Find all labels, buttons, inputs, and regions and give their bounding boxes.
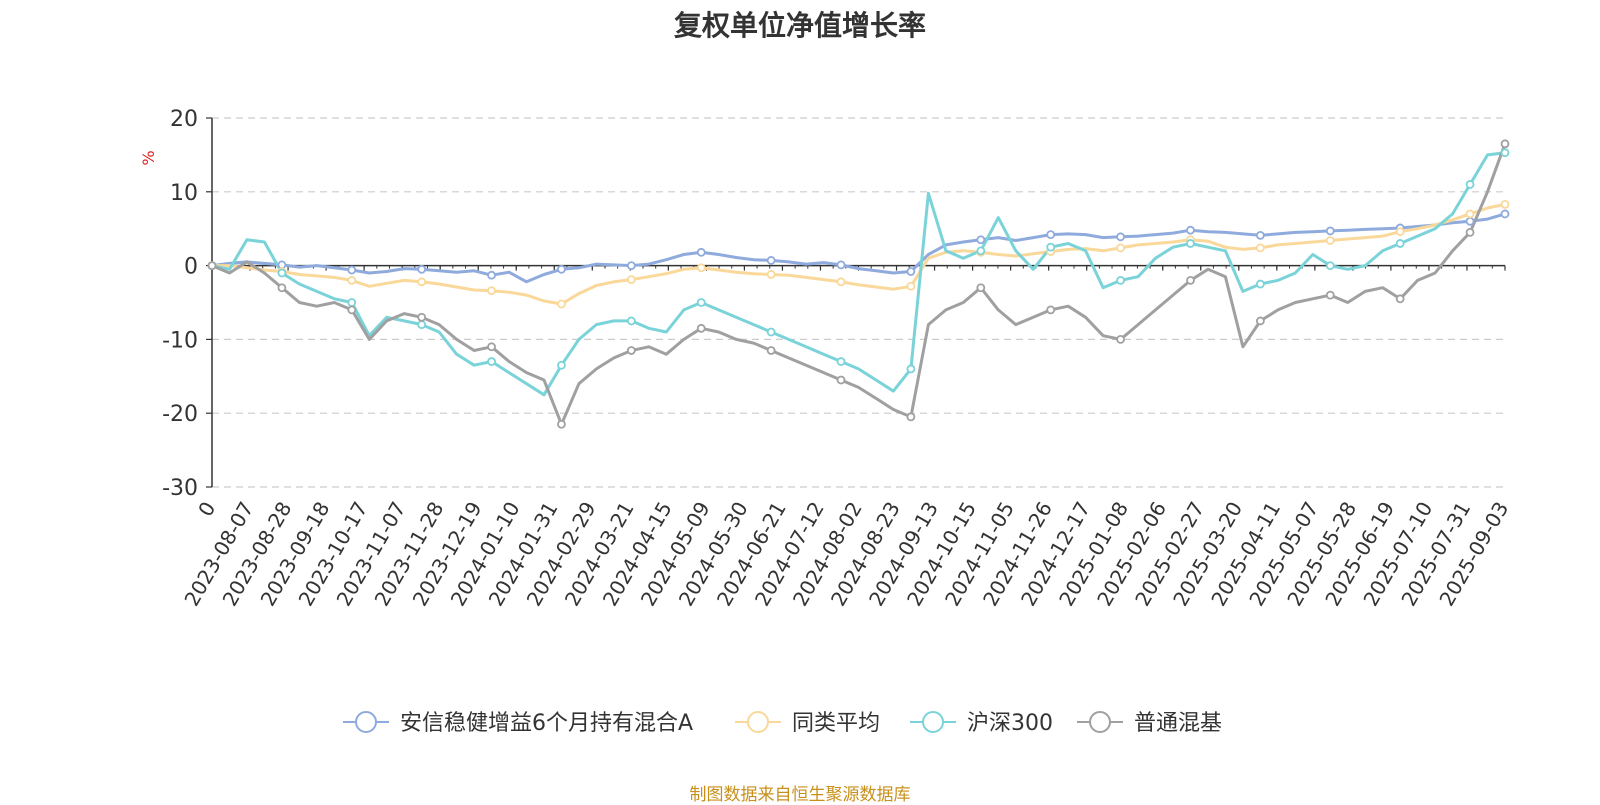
series-point [976,246,986,256]
series-point [626,275,636,285]
y-tick-label: 0 [184,255,198,280]
legend-item[interactable]: 同类平均 [735,711,880,736]
legend-item[interactable]: 沪深300 [910,711,1053,736]
series-point [836,357,846,366]
x-tick-label: 0 [193,498,220,521]
series-line-2 [210,202,1507,306]
series-point [557,264,566,274]
series-point [1116,243,1125,253]
legend-marker [747,711,769,733]
series-point [277,283,287,293]
series-point [1500,139,1510,149]
y-tick-label: 20 [170,107,198,132]
series-point [347,275,357,285]
legend-label: 沪深300 [967,711,1053,736]
series-point [347,265,357,275]
series-point [836,260,846,270]
data-source-note: 制图数据来自恒生聚源数据库 [689,785,911,805]
series-point [906,412,916,422]
legend-marker [1089,711,1111,733]
series-point [906,364,916,374]
series-point [1465,227,1475,237]
series-line-3 [210,151,1507,397]
series-point [696,263,706,273]
series-point [1500,148,1510,158]
series-point [1116,334,1125,344]
series-point [836,277,846,287]
series-point [417,312,427,322]
series-point [1186,225,1195,235]
series-point [1395,294,1405,304]
series-point [1500,199,1510,209]
series-point [1255,279,1265,289]
series-point [766,327,776,337]
series-point [696,298,706,307]
series-point [1046,230,1056,240]
y-axis-label: % [139,150,158,165]
series-point [1116,275,1125,285]
series-point [557,360,566,370]
legend-label: 同类平均 [792,711,880,736]
series-point [487,357,496,366]
legend-marker [355,711,377,733]
series-point [1325,226,1335,236]
legend-item[interactable]: 安信稳健增益6个月持有混合A [343,711,693,736]
series-point [557,299,566,309]
series-line-4 [210,142,1507,426]
legend-label: 普通混基 [1134,711,1222,736]
y-tick-label: 10 [170,181,198,206]
series-point [1046,242,1056,252]
series-point [1255,243,1265,253]
series-point [766,346,776,355]
series-point [1325,236,1335,245]
series-point [487,342,496,352]
series-point [487,286,496,296]
chart-title: 复权单位净值增长率 [673,9,926,42]
series-point [836,375,846,385]
series-point [1325,261,1335,271]
series-point [557,419,566,429]
series-point [766,256,776,265]
series-point [1465,209,1475,219]
series-point [347,298,357,307]
series-line-1 [210,212,1507,284]
series-point [696,323,706,333]
series-point [487,270,496,280]
series-point [766,270,776,279]
series-point [1395,239,1405,248]
series-point [1395,227,1405,237]
series-point [1255,316,1265,326]
series-point [417,277,427,287]
series-point [1325,290,1335,300]
series-point [906,281,916,291]
legend-marker [922,711,944,733]
series-point [626,316,636,326]
series-point [626,346,636,355]
series-point [1186,239,1195,248]
series-point [1465,180,1475,189]
series-point [906,267,916,276]
series-point [1500,209,1510,219]
series-point [1255,230,1265,240]
series-point [277,268,287,278]
legend-label: 安信稳健增益6个月持有混合A [400,711,693,736]
series-point [207,261,217,271]
y-tick-label: -30 [162,476,198,501]
series-point [417,264,427,274]
y-tick-label: -20 [162,402,198,427]
series-point [1046,305,1056,315]
series-point [976,283,986,293]
series-point [1116,232,1125,242]
series-point [417,320,427,330]
y-tick-label: -10 [162,328,198,353]
series-point [976,235,986,245]
series-point [626,261,636,271]
legend-item[interactable]: 普通混基 [1077,711,1222,736]
series-point [347,305,357,315]
series-point [1186,275,1195,285]
series-point [696,247,706,257]
series-point [1465,216,1475,226]
